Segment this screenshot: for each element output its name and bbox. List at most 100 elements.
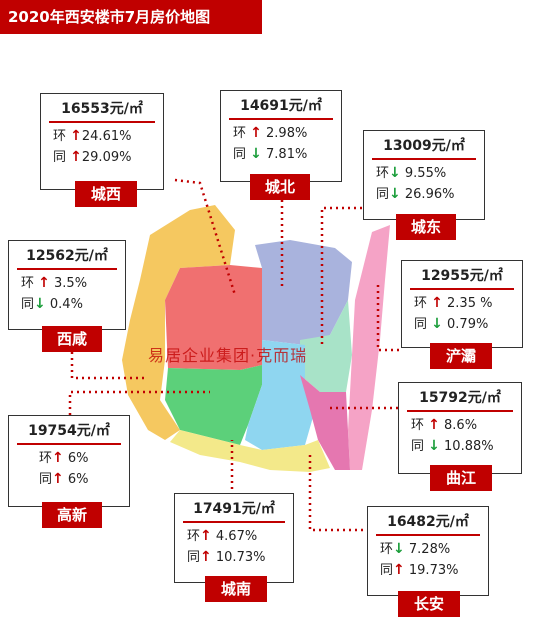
leader-changan — [308, 455, 368, 532]
stat-text: 环 — [376, 166, 390, 181]
arrow-up-icon: ↑ — [250, 125, 262, 141]
stat-text: 26.96% — [404, 187, 455, 202]
stat-text: 同 — [53, 150, 67, 165]
card-chengdong: 13009元/㎡ 环↓ 9.55% 同↓ 26.96% — [363, 130, 485, 220]
arrow-down-icon: ↓ — [389, 186, 401, 202]
arrow-down-icon: ↓ — [431, 316, 443, 332]
yoy-row-chengnan: 同↑ 10.73% — [175, 547, 293, 568]
region-chengbei[interactable] — [255, 240, 352, 345]
card-chengbei: 14691元/㎡ 环 ↑ 2.98% 同 ↓ 7.81% — [220, 90, 342, 182]
mom-row-chengbei: 环 ↑ 2.98% — [221, 123, 341, 144]
mom-row-gaoxin: 环↑ 6% — [9, 448, 129, 469]
arrow-up-icon: ↑ — [52, 450, 64, 466]
label-qujiang: 曲江 — [430, 465, 492, 491]
stat-text: 6% — [67, 472, 89, 487]
label-chengdong: 城东 — [396, 214, 456, 240]
stat-text: 19.73% — [408, 563, 459, 578]
stat-text: 2.35 % — [447, 296, 493, 311]
stat-text: 环 — [21, 276, 35, 291]
arrow-up-icon: ↑ — [70, 128, 82, 144]
region-chengnan[interactable] — [245, 340, 315, 450]
stat-text: 环 — [414, 296, 428, 311]
stat-text: 3.5% — [54, 276, 88, 291]
price-chengnan: 17491元/㎡ — [193, 501, 275, 517]
watermark: 易居企业集团·克而瑞 — [148, 346, 308, 365]
card-changan: 16482元/㎡ 环↓ 7.28% 同↑ 19.73% — [367, 506, 489, 596]
leader-chengdong — [320, 206, 362, 345]
mom-row-chanba: 环 ↑ 2.35 % — [402, 293, 522, 314]
map-title: 2020年西安楼市7月房价地图 — [0, 0, 262, 34]
leader-chengxi — [174, 178, 237, 296]
stat-text: 7.81% — [266, 147, 308, 162]
stat-text: 同 — [233, 147, 247, 162]
yoy-row-xixian: 同↓ 0.4% — [9, 294, 125, 315]
stat-text: 7.28% — [408, 542, 451, 557]
stat-text: 环 — [233, 126, 247, 141]
price-qujiang: 15792元/㎡ — [419, 390, 501, 406]
stat-text: 同 — [380, 563, 394, 578]
stat-text: 0.79% — [447, 317, 489, 332]
price-chengxi: 16553元/㎡ — [61, 101, 143, 117]
stat-text: 2.98% — [266, 126, 308, 141]
card-gaoxin: 19754元/㎡ 环↑ 6% 同↑ 6% — [8, 415, 130, 507]
arrow-down-icon: ↓ — [34, 296, 46, 312]
card-separator — [49, 121, 155, 123]
card-qujiang: 15792元/㎡ 环 ↑ 8.6% 同 ↓ 10.88% — [398, 382, 522, 474]
label-chanba: 浐灞 — [430, 343, 492, 369]
region-chengxi[interactable] — [165, 265, 262, 370]
leader-xixian — [70, 352, 145, 380]
mom-row-changan: 环↓ 7.28% — [368, 539, 488, 560]
price-chengbei: 14691元/㎡ — [240, 98, 322, 114]
price-gaoxin: 19754元/㎡ — [28, 423, 110, 439]
stat-text: 同 — [187, 550, 201, 565]
stat-text: 10.73% — [215, 550, 266, 565]
arrow-up-icon: ↑ — [428, 417, 440, 433]
arrow-down-icon: ↓ — [428, 438, 440, 454]
region-chengdong[interactable] — [300, 300, 352, 392]
arrow-up-icon: ↑ — [200, 528, 212, 544]
card-chengnan: 17491元/㎡ 环↑ 4.67% 同↑ 10.73% — [174, 493, 294, 583]
arrow-up-icon: ↑ — [393, 562, 405, 578]
yoy-row-gaoxin: 同↑ 6% — [9, 469, 129, 490]
label-chengbei: 城北 — [250, 174, 310, 200]
region-changan[interactable] — [170, 430, 330, 472]
stat-text: 同 — [39, 472, 53, 487]
mom-row-chengxi: 环 ↑24.61% — [41, 126, 163, 147]
region-chanba[interactable] — [348, 225, 390, 470]
region-gaoxin[interactable] — [165, 365, 262, 445]
yoy-row-chengbei: 同 ↓ 7.81% — [221, 144, 341, 165]
yoy-row-chengxi: 同 ↑29.09% — [41, 147, 163, 168]
mom-row-xixian: 环 ↑ 3.5% — [9, 273, 125, 294]
card-chengxi: 16553元/㎡ 环 ↑24.61% 同 ↑29.09% — [40, 93, 164, 190]
mom-row-qujiang: 环 ↑ 8.6% — [399, 415, 521, 436]
stat-text: 29.09% — [81, 150, 132, 165]
arrow-up-icon: ↑ — [200, 549, 212, 565]
stat-text: 同 — [21, 297, 35, 312]
yoy-row-chanba: 同 ↓ 0.79% — [402, 314, 522, 335]
stat-text: 同 — [376, 187, 390, 202]
mom-row-chengdong: 环↓ 9.55% — [364, 163, 484, 184]
arrow-down-icon: ↓ — [393, 541, 405, 557]
label-xixian: 西咸 — [42, 326, 102, 352]
stat-text: 0.4% — [49, 297, 83, 312]
stat-text: 10.88% — [444, 439, 494, 454]
stat-text: 24.61% — [81, 129, 132, 144]
label-chengxi: 城西 — [75, 181, 137, 207]
card-separator — [229, 118, 333, 120]
label-changan: 长安 — [398, 591, 460, 617]
leader-lines — [68, 178, 400, 532]
leader-chanba — [376, 285, 400, 352]
arrow-up-icon: ↑ — [52, 471, 64, 487]
label-gaoxin: 高新 — [42, 502, 102, 528]
arrow-down-icon: ↓ — [250, 146, 262, 162]
stat-text: 同 — [414, 317, 428, 332]
region-xixian[interactable] — [122, 205, 235, 440]
card-chanba: 12955元/㎡ 环 ↑ 2.35 % 同 ↓ 0.79% — [401, 260, 523, 348]
yoy-row-qujiang: 同 ↓ 10.88% — [399, 436, 521, 457]
price-chengdong: 13009元/㎡ — [383, 138, 465, 154]
region-qujiang[interactable] — [300, 375, 350, 470]
stat-text: 4.67% — [215, 529, 258, 544]
label-chengnan: 城南 — [205, 576, 267, 602]
stat-text: 环 — [53, 129, 67, 144]
